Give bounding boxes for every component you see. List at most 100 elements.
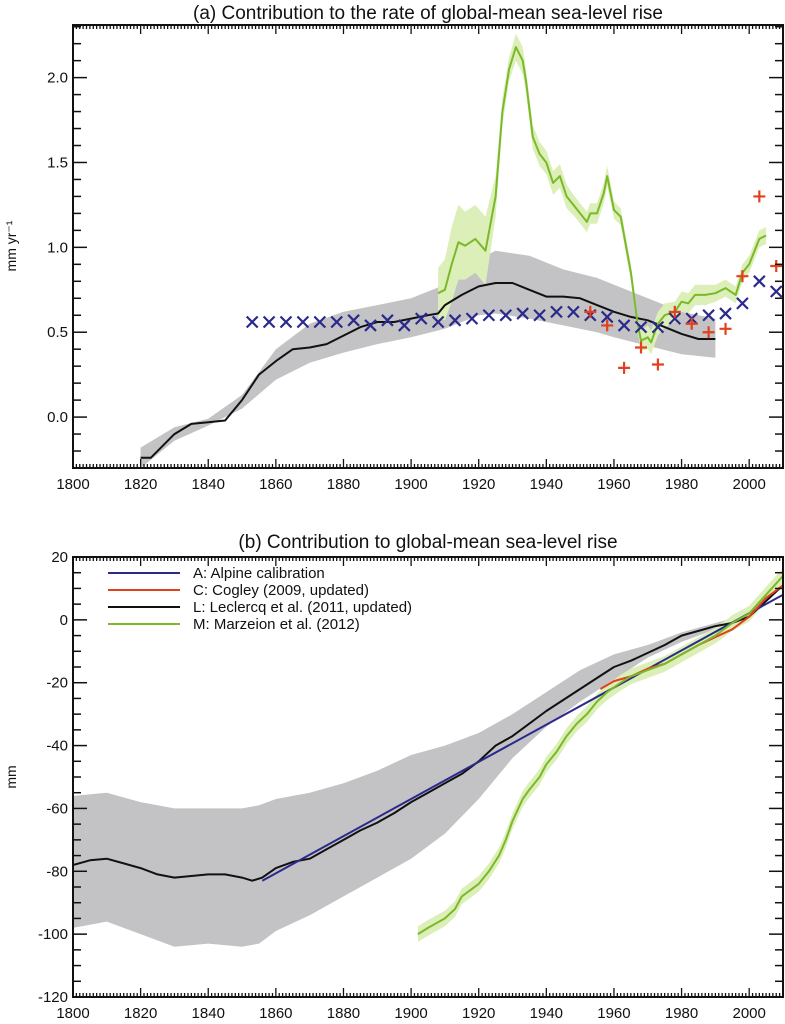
x-tick-label: 1920	[462, 476, 495, 493]
x-tick-label: 1860	[259, 1005, 292, 1022]
y-tick-label: -20	[46, 675, 68, 692]
x-tick-label: 1840	[192, 1005, 225, 1022]
series-line-A	[261, 593, 783, 882]
x-tick-label: 1800	[56, 476, 89, 493]
data-point-A	[617, 319, 631, 332]
y-tick-label: -40	[46, 738, 68, 755]
x-tick-label: 2000	[733, 1005, 766, 1022]
x-tick-label: 1820	[124, 1005, 157, 1022]
plot-area	[73, 568, 783, 947]
x-tick-label: 1800	[56, 1005, 89, 1022]
x-tick-label: 1980	[665, 1005, 698, 1022]
x-tick-label: 1880	[327, 476, 360, 493]
data-point-A	[600, 310, 614, 324]
data-point-A	[296, 315, 310, 329]
data-point-A	[736, 297, 749, 310]
plot-area	[140, 33, 783, 468]
data-point-C	[719, 322, 732, 335]
data-point-A	[533, 308, 546, 322]
data-point-C	[601, 319, 614, 332]
legend-label-A: A: Alpine calibration	[193, 565, 325, 582]
y-axis-label: mm	[3, 765, 19, 788]
y-tick-label: 0.5	[47, 324, 68, 341]
data-point-A	[719, 307, 732, 320]
x-tick-label: 2000	[733, 476, 766, 493]
y-tick-label: 1.0	[47, 239, 68, 256]
data-point-A	[753, 275, 766, 288]
y-axis-label: mm yr⁻¹	[3, 220, 19, 271]
y-tick-label: -100	[38, 926, 68, 943]
data-point-A	[347, 314, 360, 327]
data-point-C	[635, 341, 647, 354]
data-point-A	[330, 315, 343, 329]
data-point-C	[651, 358, 664, 371]
series-line-M	[417, 575, 783, 935]
data-point-A	[262, 315, 276, 329]
data-point-C	[753, 190, 766, 203]
data-point-A	[313, 315, 327, 329]
data-point-A	[769, 285, 783, 298]
x-tick-label: 1820	[124, 476, 157, 493]
data-point-C	[770, 260, 783, 273]
panel-a-title: (a) Contribution to the rate of global-m…	[193, 3, 663, 24]
y-tick-label: 0.0	[47, 409, 68, 426]
data-point-A	[279, 315, 293, 329]
legend-label-M: M: Marzeion et al. (2012)	[193, 616, 360, 633]
data-point-C	[668, 305, 681, 318]
data-point-A	[668, 312, 682, 325]
y-tick-label: 20	[51, 549, 68, 566]
data-point-A	[651, 320, 665, 334]
data-point-A	[465, 312, 479, 325]
data-point-A	[398, 319, 411, 332]
x-tick-label: 1900	[394, 476, 427, 493]
x-tick-label: 1900	[394, 1005, 427, 1022]
data-point-A	[516, 307, 529, 320]
x-tick-label: 1960	[597, 476, 630, 493]
panel-a: 1800 1820 1840 1860 1880 1900 1920 1940 1960 1980…	[3, 24, 784, 493]
panel-b-title: (b) Contribution to global-mean sea-leve…	[238, 532, 617, 553]
data-point-A	[448, 314, 462, 327]
data-point-C	[685, 317, 698, 330]
data-point-A	[550, 305, 563, 319]
data-point-A	[634, 320, 648, 334]
data-point-C	[736, 270, 749, 283]
legend-label-L: L: Leclercq et al. (2011, updated)	[193, 599, 412, 616]
data-point-C	[618, 361, 631, 374]
y-tick-label: 1.5	[47, 154, 68, 171]
data-point-A	[499, 308, 513, 322]
uncertainty-band-M	[417, 568, 783, 942]
data-point-A	[482, 308, 496, 322]
data-point-A	[245, 315, 259, 329]
series-line-M	[437, 46, 767, 344]
legend-label-C: C: Cogley (2009, updated)	[193, 582, 369, 599]
y-tick-label: 0	[60, 612, 68, 629]
panel-b: 1800 1820 1840 1860 1880 1900 1920 1940 1960 1980…	[3, 549, 784, 1022]
x-tick-label: 1920	[462, 1005, 495, 1022]
x-tick-label: 1860	[259, 476, 292, 493]
x-tick-label: 1980	[665, 476, 698, 493]
axes-frame	[72, 24, 784, 469]
data-point-C	[702, 326, 715, 339]
data-point-A	[431, 315, 445, 329]
x-tick-label: 1840	[192, 476, 225, 493]
data-point-A	[567, 305, 580, 319]
series-line-L	[73, 587, 781, 882]
y-tick-label: -120	[38, 989, 68, 1006]
x-tick-label: 1960	[597, 1005, 630, 1022]
data-point-A	[702, 308, 715, 322]
data-point-A	[414, 312, 428, 325]
uncertainty-band-L	[73, 613, 750, 947]
x-tick-label: 1940	[530, 1005, 563, 1022]
y-tick-label: -60	[46, 800, 68, 817]
data-point-A	[381, 314, 394, 327]
uncertainty-band-M	[438, 33, 767, 355]
x-tick-label: 1940	[530, 476, 563, 493]
y-tick-label: -80	[46, 863, 68, 880]
uncertainty-band-L	[140, 250, 716, 468]
series-line-L	[140, 282, 716, 459]
y-tick-label: 2.0	[47, 70, 68, 87]
data-point-C	[584, 305, 597, 318]
x-tick-label: 1880	[327, 1005, 360, 1022]
data-point-A	[364, 319, 377, 332]
